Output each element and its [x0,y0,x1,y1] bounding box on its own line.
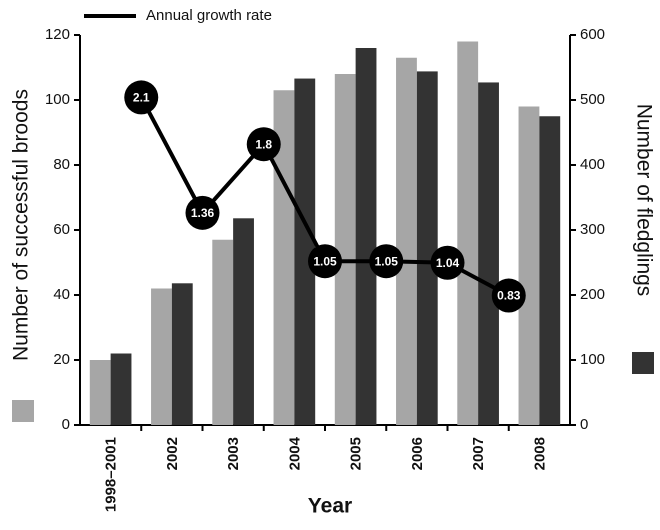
bar [151,288,172,425]
legend-label: Annual growth rate [146,7,272,24]
bar [294,78,316,426]
y-tick-label: 0 [62,416,70,433]
growth-point [430,245,465,280]
legend-swatch [12,400,34,422]
x-axis-title: Year [308,495,352,518]
bar [233,218,254,425]
y2-tick-label: 400 [580,156,605,173]
y2-tick-label: 500 [580,91,605,108]
y-tick-label: 100 [45,91,70,108]
y-tick-label: 120 [45,26,70,43]
y2-tick-label: 200 [580,286,605,303]
bar [334,74,356,425]
x-tick-label: 2003 [225,437,242,470]
x-tick-label: 2002 [164,437,181,470]
bar [518,106,540,425]
bar [110,353,132,425]
x-tick-label: 2006 [409,437,426,470]
growth-point [308,244,342,279]
bar [539,116,561,425]
x-tick-label: 2007 [470,437,487,470]
y-axis-title: Number of successful broods [10,89,33,361]
bar [478,82,499,425]
x-tick-label: 2004 [286,436,303,470]
data-label: 1.05 [313,254,337,268]
bar [457,41,479,425]
data-label: 2.1 [133,91,150,105]
x-tick-label: 1998–2001 [103,437,120,512]
growth-point [491,278,526,313]
growth-point [246,127,281,162]
y2-tick-label: 300 [580,221,605,238]
data-label: 1.05 [375,254,399,268]
bar [212,239,234,425]
legend-swatch [632,352,654,374]
y-tick-label: 60 [53,221,70,238]
bar [396,57,417,425]
y2-tick-label: 0 [580,416,588,433]
data-label: 1.8 [255,137,272,151]
y-tick-label: 20 [53,351,70,368]
y2-tick-label: 100 [580,351,605,368]
y2-axis-title: Number of fledglings [632,104,655,297]
bar [89,360,111,425]
y2-tick-label: 600 [580,26,605,43]
bar [355,48,377,425]
data-label: 1.04 [436,256,460,270]
data-label: 1.36 [191,206,215,220]
growth-point [369,244,404,279]
growth-point [124,80,159,115]
y-tick-label: 80 [53,156,70,173]
x-tick-label: 2008 [531,437,548,470]
x-tick-label: 2005 [348,437,365,470]
bar [171,283,193,425]
growth-point [185,195,220,230]
bar [416,71,438,426]
data-label: 0.83 [497,289,521,303]
y-tick-label: 40 [53,286,70,303]
